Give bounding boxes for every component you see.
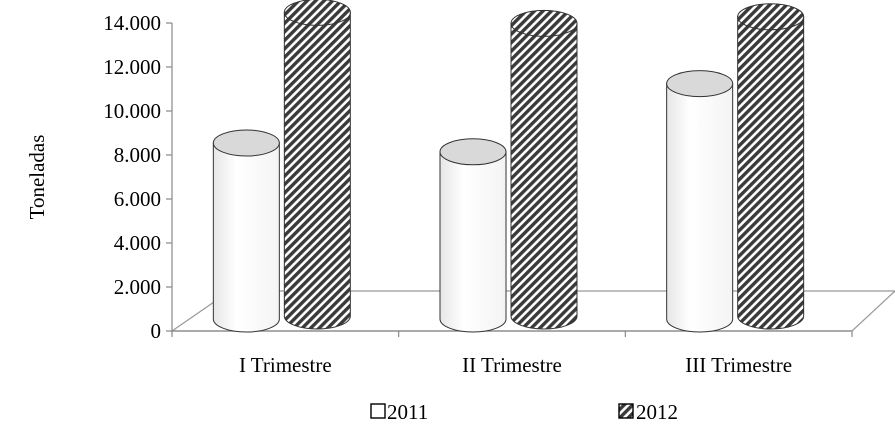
y-tick-label: 8.000: [114, 143, 161, 167]
bar-top: [666, 70, 734, 98]
y-axis-label: Toneladas: [25, 135, 49, 220]
y-tick-label: 4.000: [114, 231, 161, 255]
bar-top: [510, 9, 578, 37]
y-tick-label: 2.000: [114, 275, 161, 299]
bar-2011-0: [212, 129, 280, 333]
legend-swatch-2011: [370, 403, 386, 419]
x-label-group: I Trimestre II Trimestre III Trimestre: [239, 353, 792, 377]
x-axis: I Trimestre II Trimestre III Trimestre: [171, 330, 853, 377]
bar-2012-0: [283, 0, 351, 330]
bar-body: [737, 16, 805, 330]
legend-label-2012: 2012: [636, 400, 678, 424]
y-axis: 02.0004.0006.0008.00010.00012.00014.000 …: [25, 11, 173, 343]
legend-item-2011: 2011: [370, 400, 428, 424]
bar-body: [212, 142, 280, 333]
x-tick-label: II Trimestre: [462, 353, 562, 377]
legend-label-2011: 2011: [387, 400, 428, 424]
bar-body: [666, 83, 734, 333]
bar-2011-1: [439, 138, 507, 333]
y-tick-label: 6.000: [114, 187, 161, 211]
bar-top: [212, 129, 280, 157]
x-tick-group: [171, 331, 853, 337]
bar-body: [283, 11, 351, 330]
bar-group: [212, 0, 805, 333]
bar-body: [439, 151, 507, 333]
bar-body: [510, 22, 578, 330]
bar-top: [737, 3, 805, 31]
bar-2012-2: [737, 3, 805, 330]
bar-top: [439, 138, 507, 166]
x-tick-label: III Trimestre: [685, 353, 792, 377]
y-tick-label: 10.000: [103, 99, 161, 123]
bar-2012-1: [510, 9, 578, 330]
legend: 2011 2012: [370, 400, 678, 424]
y-tick-group: 0 2.000 4.000 6.000 8.000 10.000 12.000 14.000: [103, 11, 172, 343]
y-tick-label: 0: [151, 319, 162, 343]
legend-swatch-2012: [618, 403, 634, 419]
x-tick-label: I Trimestre: [239, 353, 332, 377]
y-tick-label: 12.000: [103, 55, 161, 79]
y-tick-label: 14.000: [103, 11, 161, 35]
bar-2011-2: [666, 70, 734, 333]
bar-top: [283, 0, 351, 26]
legend-item-2012: 2012: [618, 400, 678, 424]
